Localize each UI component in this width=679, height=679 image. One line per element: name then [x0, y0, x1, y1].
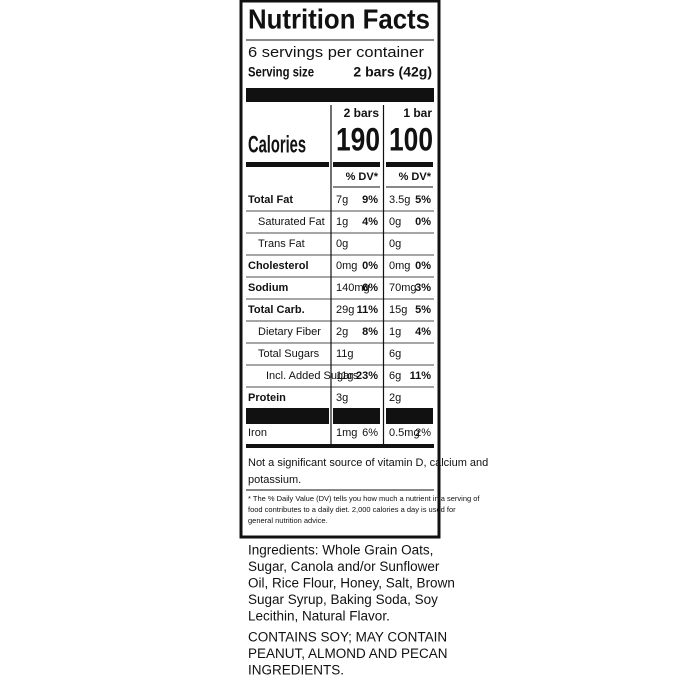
row-label: Dietary Fiber	[258, 326, 321, 338]
ingredients: Oil, Rice Flour, Honey, Salt, Brown	[248, 576, 455, 591]
amount: 0mg	[336, 260, 357, 272]
footnote: food contributes to a daily diet. 2,000 …	[248, 505, 456, 514]
amount: 1g	[336, 216, 348, 228]
label-border	[239, 0, 441, 539]
row-label: Cholesterol	[248, 260, 309, 272]
daily-value: 9%	[362, 194, 378, 206]
thick-bar	[246, 408, 329, 424]
thick-bar	[246, 162, 329, 167]
row-label: Total Carb.	[248, 304, 305, 316]
row-label: Total Sugars	[258, 348, 320, 360]
row-label: Protein	[248, 392, 286, 404]
thick-bar	[333, 408, 380, 424]
dv-header: % DV*	[346, 171, 379, 183]
amount: 6g	[389, 370, 401, 382]
amount: 1g	[389, 326, 401, 338]
amount: 140mg	[336, 282, 370, 294]
note: potassium.	[248, 474, 301, 486]
calories-value: 190	[336, 121, 380, 157]
amount: 11g	[336, 370, 354, 382]
column-serving: 2 bars	[344, 106, 380, 120]
daily-value: 3%	[415, 282, 431, 294]
servings: 6 servings per container	[248, 44, 424, 61]
daily-value: 0%	[415, 216, 431, 228]
thick-bar	[386, 162, 433, 167]
thick-bar	[333, 162, 380, 167]
daily-value: 2%	[415, 427, 431, 439]
amount: 0g	[336, 238, 348, 250]
amount: 7g	[336, 194, 348, 206]
daily-value: 0%	[362, 260, 378, 272]
daily-value: 5%	[415, 304, 431, 316]
ingredients: Ingredients: Whole Grain Oats,	[248, 543, 433, 558]
row-label: Incl. Added Sugars	[266, 370, 359, 382]
column-serving: 1 bar	[403, 106, 432, 120]
allergens: CONTAINS SOY; MAY CONTAIN	[248, 630, 447, 645]
amount: 0.5mg	[389, 427, 420, 439]
calories-value: 100	[389, 121, 433, 157]
daily-value: 5%	[415, 194, 431, 206]
title: Nutrition Facts	[248, 3, 430, 34]
thick-bar	[246, 88, 434, 102]
amount: 0g	[389, 238, 401, 250]
row-label: Iron	[248, 427, 267, 439]
footnote: * The % Daily Value (DV) tells you how m…	[248, 494, 480, 503]
daily-value: 0%	[415, 260, 431, 272]
amount: 15g	[389, 304, 407, 316]
amount: 2g	[336, 326, 348, 338]
row-label: Total Fat	[248, 194, 293, 206]
daily-value: 11%	[357, 304, 379, 316]
amount: 6g	[389, 348, 401, 360]
daily-value: 11%	[410, 370, 432, 382]
ingredients: Lecithin, Natural Flavor.	[248, 609, 390, 624]
daily-value: 8%	[362, 326, 378, 338]
row-label: Sodium	[248, 282, 289, 294]
ingredients: Sugar Syrup, Baking Soda, Soy	[248, 592, 438, 607]
daily-value: 6%	[362, 282, 378, 294]
daily-value: 4%	[362, 216, 378, 228]
serving-size-label: Serving size	[248, 64, 314, 80]
dv-header: % DV*	[399, 171, 432, 183]
footnote: general nutrition advice.	[248, 516, 328, 525]
row-label: Trans Fat	[258, 238, 305, 250]
note: Not a significant source of vitamin D, c…	[248, 457, 488, 469]
amount: 3.5g	[389, 194, 410, 206]
daily-value: 23%	[356, 370, 378, 382]
amount: 29g	[336, 304, 354, 316]
thick-bar	[246, 444, 434, 448]
daily-value: 6%	[362, 427, 378, 439]
thick-bar	[386, 408, 433, 424]
daily-value: 4%	[415, 326, 431, 338]
amount: 1mg	[336, 427, 357, 439]
amount: 11g	[336, 348, 354, 360]
allergens: PEANUT, ALMOND AND PECAN	[248, 646, 448, 661]
amount: 0mg	[389, 260, 410, 272]
amount: 2g	[389, 392, 401, 404]
serving-size: 2 bars (42g)	[353, 64, 432, 80]
ingredients: Sugar, Canola and/or Sunflower	[248, 559, 440, 574]
amount: 0g	[389, 216, 401, 228]
amount: 70mg	[389, 282, 417, 294]
row-label: Saturated Fat	[258, 216, 325, 228]
calories-label: Calories	[248, 131, 306, 158]
allergens: INGREDIENTS.	[248, 663, 344, 678]
amount: 3g	[336, 392, 348, 404]
